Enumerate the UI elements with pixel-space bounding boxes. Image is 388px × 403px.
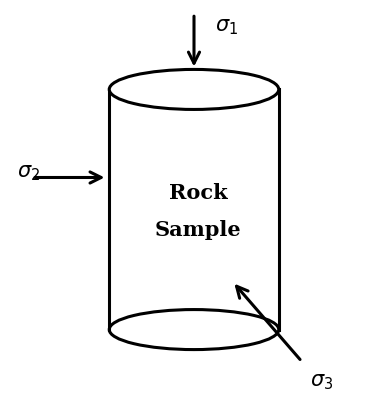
Text: $\sigma_1$: $\sigma_1$: [215, 17, 238, 37]
Text: $\sigma_3$: $\sigma_3$: [310, 372, 333, 392]
Text: Rock: Rock: [168, 183, 227, 204]
Polygon shape: [109, 89, 279, 330]
Text: $\sigma_2$: $\sigma_2$: [17, 164, 40, 183]
Ellipse shape: [109, 69, 279, 110]
Ellipse shape: [109, 310, 279, 349]
Text: Sample: Sample: [154, 220, 241, 239]
